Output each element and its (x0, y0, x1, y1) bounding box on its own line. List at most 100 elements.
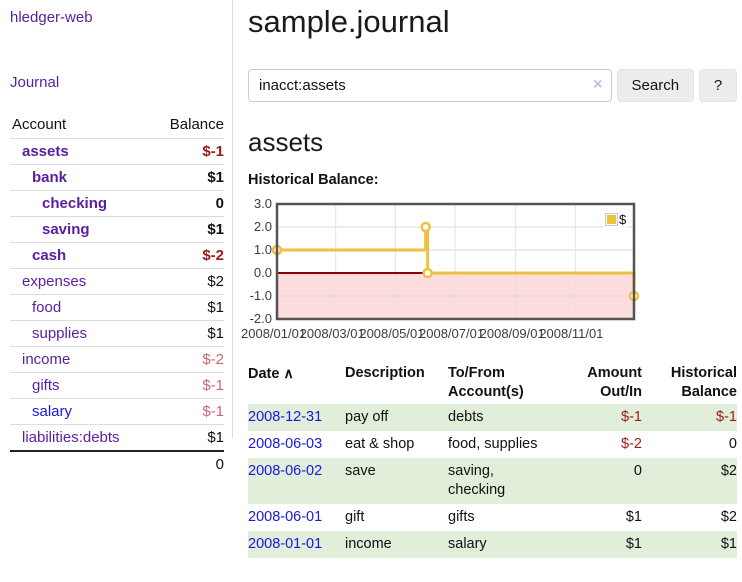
transaction-date-link[interactable]: 2008-01-01 (248, 536, 323, 552)
account-row-assets: assets $-1 (10, 138, 224, 165)
transaction-date-link[interactable]: 2008-06-02 (248, 463, 323, 479)
y-axis-tick-label: 3.0 (253, 196, 272, 211)
transaction-account: saving, checking (448, 463, 506, 498)
account-row-expenses: expenses $2 (10, 268, 224, 295)
transaction-date-link[interactable]: 2008-06-01 (248, 509, 323, 525)
transaction-amount: $-1 (621, 409, 642, 425)
y-axis-tick-label: -2.0 (249, 311, 272, 326)
accounts-table: Account Balance assets $-1 bank $1 check… (10, 113, 224, 477)
register-col-description: Description (345, 365, 425, 381)
account-balance: 0 (215, 195, 224, 212)
x-axis-tick-label: 2008/11/01 (539, 326, 604, 341)
page-title: sample.journal (248, 4, 450, 39)
historical-balance-chart[interactable]: 3.0 2.0 1.0 0.0 -1.0 -2.0 2008/01/01 2008/03/01… (241, 196, 737, 345)
transaction-description: eat & shop (345, 436, 415, 452)
x-axis-tick-label: 2008/03/01 (299, 326, 365, 341)
transaction-date-link[interactable]: 2008-12-31 (248, 409, 323, 425)
accounts-col-balance: Balance (169, 116, 224, 133)
chart-label: Historical Balance: (248, 172, 379, 188)
register-col-date-label: Date (248, 366, 280, 382)
register-col-account: To/From Account(s) (448, 365, 524, 400)
account-row-gifts: gifts $-1 (10, 372, 224, 399)
transaction-balance: 0 (728, 436, 737, 452)
register-row[interactable]: 2008-01-01 income salary $1 $1 (248, 531, 737, 558)
account-link-checking[interactable]: checking (42, 195, 108, 212)
legend-swatch-icon (605, 213, 618, 226)
transaction-balance: $1 (720, 536, 737, 552)
account-link-bank[interactable]: bank (32, 169, 68, 186)
account-balance: $1 (207, 325, 224, 342)
register-col-balance: Historical Balance (670, 365, 737, 400)
account-balance: $-2 (202, 247, 224, 264)
account-link-income[interactable]: income (22, 351, 71, 368)
search-input[interactable] (248, 69, 612, 102)
account-row-saving: saving $1 (10, 216, 224, 243)
account-heading: assets (248, 127, 324, 157)
register-row[interactable]: 2008-06-02 save saving, checking 0 $2 (248, 458, 737, 504)
account-link-salary[interactable]: salary (32, 403, 73, 420)
x-axis-tick-label: 2008/09/01 (479, 326, 545, 341)
account-row-food: food $1 (10, 294, 224, 321)
transaction-account: food, supplies (448, 436, 538, 452)
clear-search-icon[interactable]: × (593, 76, 603, 93)
account-link-gifts[interactable]: gifts (32, 377, 60, 394)
transaction-amount: $-2 (621, 436, 642, 452)
transaction-amount: 0 (633, 463, 642, 479)
account-link-supplies[interactable]: supplies (32, 325, 88, 342)
accounts-col-account: Account (12, 116, 67, 133)
account-link-expenses[interactable]: expenses (22, 273, 87, 290)
account-row-cash: cash $-2 (10, 242, 224, 269)
account-balance: $1 (207, 429, 224, 446)
account-balance: $-2 (202, 351, 224, 368)
sort-asc-icon: ∧ (283, 365, 294, 381)
x-axis-tick-label: 2008/07/01 (419, 326, 485, 341)
transaction-description: gift (345, 509, 365, 525)
transaction-description: income (345, 536, 392, 552)
transaction-date-link[interactable]: 2008-06-03 (248, 436, 323, 452)
search-form: × Search ? (248, 69, 737, 102)
app-brand-link[interactable]: hledger-web (10, 9, 93, 26)
transaction-account: gifts (448, 509, 475, 525)
transaction-amount: $1 (625, 536, 642, 552)
account-row-liabilities-debts: liabilities:debts $1 (10, 424, 224, 452)
account-link-cash[interactable]: cash (32, 247, 67, 264)
account-row-bank: bank $1 (10, 164, 224, 191)
accounts-total-balance: 0 (215, 456, 224, 473)
account-balance: $-1 (202, 403, 224, 420)
account-row-checking: checking 0 (10, 190, 224, 217)
register-row[interactable]: 2008-12-31 pay off debts $-1 $-1 (248, 404, 737, 431)
account-link-food[interactable]: food (32, 299, 62, 316)
y-axis-tick-label: -1.0 (249, 288, 272, 303)
y-axis-tick-label: 0.0 (253, 265, 272, 280)
account-row-supplies: supplies $1 (10, 320, 224, 347)
main-content: sample.journal × Search ? assets Histori… (241, 0, 737, 558)
account-balance: $1 (207, 221, 224, 238)
x-axis-tick-label: 2008/05/01 (359, 326, 425, 341)
account-link-liabilities-debts[interactable]: liabilities:debts (22, 429, 120, 446)
account-balance: $1 (207, 299, 224, 316)
transaction-account: debts (448, 409, 484, 425)
account-row-income: income $-2 (10, 346, 224, 373)
account-balance: $1 (207, 169, 224, 186)
transaction-description: pay off (345, 409, 389, 425)
search-button[interactable]: Search (616, 69, 695, 102)
accounts-total-row: 0 (10, 451, 224, 477)
sidebar: hledger-web Journal Account Balance asse… (0, 0, 233, 473)
register-col-amount: Amount Out/In (587, 365, 642, 400)
register-row[interactable]: 2008-06-01 gift gifts $1 $2 (248, 504, 737, 531)
transaction-balance: $-1 (716, 409, 737, 425)
account-balance: $-1 (202, 377, 224, 394)
register-table: Date ∧ Description To/From Account(s) Am… (248, 362, 737, 558)
transaction-balance: $2 (720, 509, 737, 525)
account-link-saving[interactable]: saving (42, 221, 90, 238)
account-link-assets[interactable]: assets (22, 143, 69, 160)
transaction-description: save (345, 463, 376, 479)
y-axis-tick-label: 2.0 (253, 219, 272, 234)
account-row-salary: salary $-1 (10, 398, 224, 425)
help-button[interactable]: ? (699, 69, 737, 102)
transaction-account: salary (448, 536, 487, 552)
sidebar-item-journal[interactable]: Journal (10, 74, 60, 91)
register-row[interactable]: 2008-06-03 eat & shop food, supplies $-2… (248, 431, 737, 458)
account-balance: $2 (207, 273, 224, 290)
register-col-date[interactable]: Date ∧ (248, 362, 345, 404)
